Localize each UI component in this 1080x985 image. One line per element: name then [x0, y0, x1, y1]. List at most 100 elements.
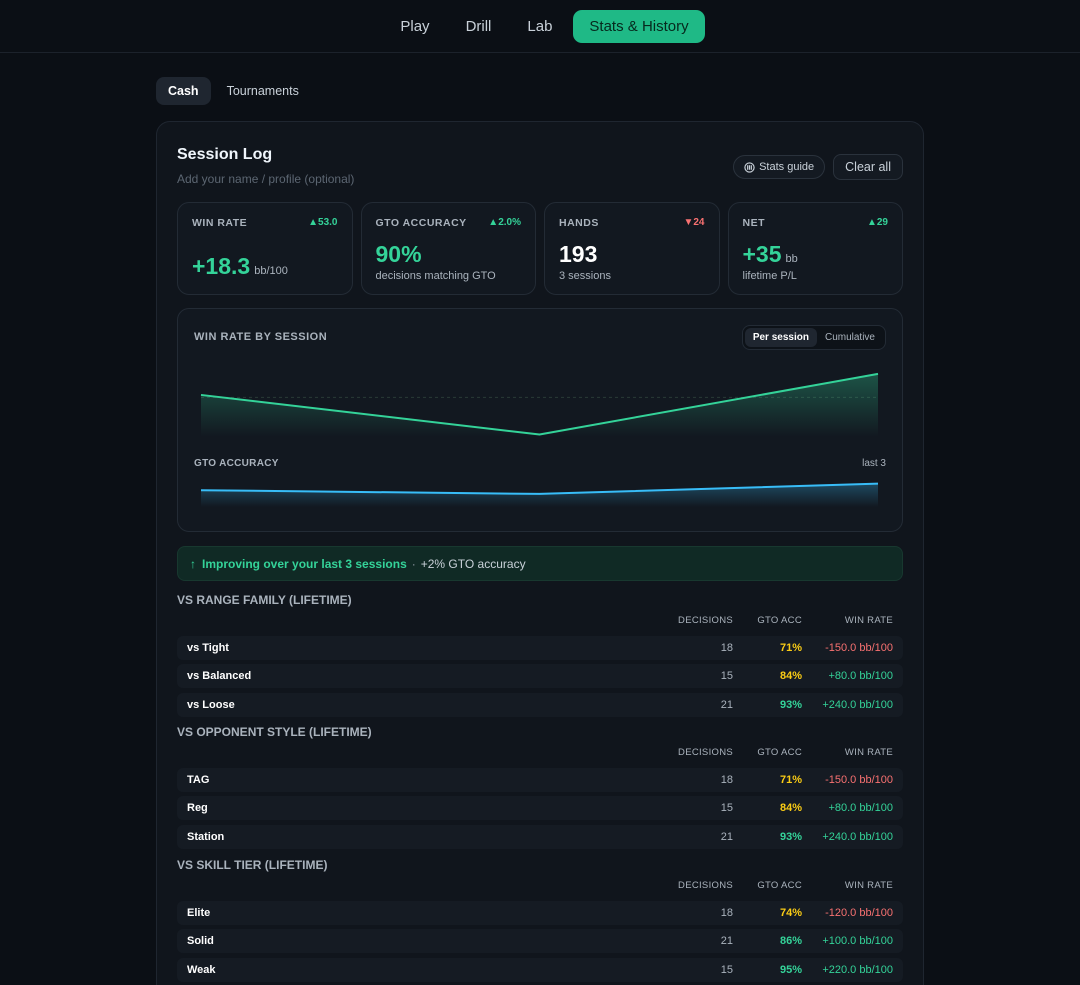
banner-separator: ·: [411, 556, 416, 571]
kpi-row: WIN RATE ▲53.0 +18.3 bb/100 GTO ACCURACY…: [177, 202, 903, 295]
row-win-rate: -150.0 bb/100: [825, 641, 893, 654]
trend-banner: ↑ Improving over your last 3 sessions · …: [177, 546, 903, 581]
table-row: Elite 18 74% -120.0 bb/100: [177, 900, 903, 925]
top-nav: Play Drill Lab Stats & History: [0, 0, 1080, 53]
section-title: VS SKILL TIER (LIFETIME): [177, 858, 328, 872]
row-gto-acc: 86%: [779, 935, 802, 947]
book-icon: [744, 161, 755, 173]
clear-all-button[interactable]: Clear all: [833, 154, 903, 180]
row-gto-acc: 95%: [779, 963, 802, 976]
row-decisions: 18: [720, 906, 733, 919]
header-actions: Stats guide Clear all: [733, 154, 903, 180]
row-win-rate: +220.0 bb/100: [822, 963, 893, 976]
kpi-delta: ▲29: [866, 217, 888, 228]
kpi-unit: bb/100: [254, 265, 288, 277]
row-win-rate: +80.0 bb/100: [828, 802, 893, 814]
chart-mode-toggle: Per session Cumulative: [741, 325, 886, 350]
tab-tournaments[interactable]: Tournaments: [226, 84, 299, 98]
col-win-rate: WIN RATE: [844, 880, 893, 891]
row-label: vs Loose: [187, 698, 235, 711]
tab-cash[interactable]: Cash: [156, 77, 211, 105]
kpi-sub: decisions matching GTO: [375, 270, 496, 282]
table-row: TAG 18 71% -150.0 bb/100: [177, 767, 903, 792]
row-decisions: 18: [720, 773, 733, 786]
table-row: vs Balanced 15 84% +80.0 bb/100: [177, 664, 903, 688]
row-label: TAG: [187, 773, 210, 786]
column-headers: DECISIONS GTO ACC WIN RATE: [177, 615, 903, 631]
row-win-rate: -150.0 bb/100: [825, 773, 893, 786]
arrow-up-icon: ↑: [190, 556, 196, 571]
card-header: Session Log Stats guide Clear all: [177, 146, 903, 188]
profile-name-input[interactable]: [177, 172, 477, 186]
kpi-label: WIN RATE: [192, 217, 248, 229]
column-headers: DECISIONS GTO ACC WIN RATE: [177, 747, 903, 763]
game-type-tabs: Cash Tournaments: [156, 77, 924, 105]
col-win-rate: WIN RATE: [844, 615, 893, 626]
opponent-style-table: VS OPPONENT STYLE (LIFETIME) DECISIONS G…: [177, 725, 903, 849]
section-title: VS RANGE FAMILY (LIFETIME): [177, 593, 352, 607]
row-win-rate: +100.0 bb/100: [822, 935, 893, 947]
kpi-hands: HANDS ▼24 193 3 sessions: [544, 202, 720, 295]
col-win-rate: WIN RATE: [844, 747, 893, 758]
win-rate-series-line: [200, 372, 879, 436]
nav-play[interactable]: Play: [400, 17, 430, 35]
table-row: Station 21 93% +240.0 bb/100: [177, 824, 903, 849]
toggle-cumulative[interactable]: Cumulative: [824, 332, 875, 343]
row-label: Reg: [187, 802, 208, 814]
row-gto-acc: 71%: [779, 641, 802, 654]
session-log-card: Session Log Stats guide Clear all: [156, 121, 924, 985]
banner-detail: +2% GTO accuracy: [420, 556, 526, 571]
kpi-label: NET: [742, 217, 765, 229]
kpi-sub: lifetime P/L: [742, 270, 797, 282]
table-row: Weak 15 95% +220.0 bb/100: [177, 957, 903, 982]
row-decisions: 15: [720, 670, 733, 682]
nav-lab[interactable]: Lab: [527, 17, 553, 35]
stats-guide-button[interactable]: Stats guide: [733, 155, 826, 179]
chart-title: WIN RATE BY SESSION: [194, 331, 328, 343]
win-rate-chart-card: WIN RATE BY SESSION Per session Cumulati…: [177, 308, 903, 532]
accuracy-chart-meta: last 3: [862, 458, 886, 469]
row-win-rate: +240.0 bb/100: [822, 698, 893, 711]
kpi-delta: ▼24: [683, 217, 705, 228]
range-family-table: VS RANGE FAMILY (LIFETIME) DECISIONS GTO…: [177, 593, 903, 717]
row-win-rate: +80.0 bb/100: [828, 670, 893, 682]
kpi-gto-accuracy: GTO ACCURACY ▲2.0% 90% decisions matchin…: [360, 202, 536, 295]
toggle-per-session[interactable]: Per session: [744, 328, 817, 347]
banner-text: Improving over your last 3 sessions: [202, 556, 407, 571]
row-label: Solid: [187, 935, 214, 947]
row-gto-acc: 74%: [779, 906, 802, 919]
table-row: vs Tight 18 71% -150.0 bb/100: [177, 635, 903, 660]
stats-guide-label: Stats guide: [759, 161, 815, 173]
kpi-sub: 3 sessions: [559, 270, 611, 282]
kpi-value: +18.3: [192, 253, 251, 279]
kpi-net: NET ▲29 +35 bb lifetime P/L: [727, 202, 903, 295]
nav-drill[interactable]: Drill: [465, 17, 492, 35]
gto-accuracy-series-line: [200, 482, 879, 495]
col-gto-acc: GTO ACC: [757, 880, 802, 891]
kpi-value: +35: [742, 241, 782, 267]
kpi-win-rate: WIN RATE ▲53.0 +18.3 bb/100: [177, 202, 353, 295]
row-label: vs Tight: [187, 641, 229, 654]
kpi-unit: bb: [785, 253, 798, 265]
row-decisions: 15: [720, 963, 733, 976]
col-gto-acc: GTO ACC: [757, 615, 802, 626]
col-decisions: DECISIONS: [678, 747, 733, 758]
row-decisions: 21: [720, 935, 733, 947]
row-label: Elite: [187, 906, 211, 919]
table-row: vs Loose 21 93% +240.0 bb/100: [177, 692, 903, 717]
kpi-label: HANDS: [559, 217, 599, 229]
table-row: Solid 21 86% +100.0 bb/100: [177, 929, 903, 953]
col-decisions: DECISIONS: [678, 615, 733, 626]
row-gto-acc: 84%: [779, 802, 802, 814]
row-label: Weak: [187, 963, 216, 976]
row-gto-acc: 93%: [779, 830, 802, 843]
row-gto-acc: 93%: [779, 698, 802, 711]
nav-stats-history[interactable]: Stats & History: [573, 9, 705, 43]
row-decisions: 21: [720, 698, 733, 711]
accuracy-chart-title: GTO ACCURACY: [194, 458, 279, 469]
kpi-value: 90%: [375, 241, 422, 267]
row-win-rate: -120.0 bb/100: [825, 906, 893, 919]
win-rate-series-area: [201, 373, 878, 437]
row-label: Station: [187, 830, 225, 843]
row-gto-acc: 71%: [779, 773, 802, 786]
